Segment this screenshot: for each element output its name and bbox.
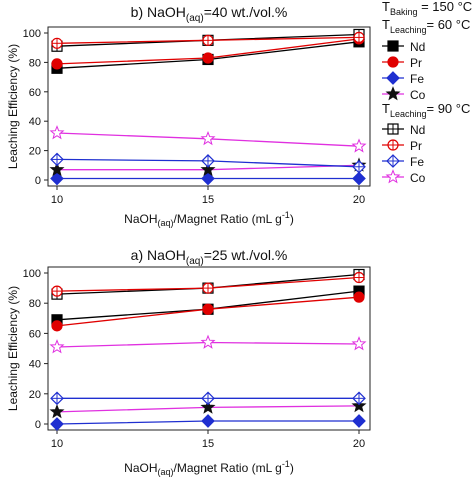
chart-title: a) NaOH(aq)=25 wt./vol.% <box>131 247 288 267</box>
data-point-fe-150 <box>352 171 366 186</box>
x-tick-label: 20 <box>353 438 365 450</box>
y-tick-label: 40 <box>29 116 41 128</box>
data-point-pr-90 <box>202 34 214 46</box>
data-point-co-150 <box>351 398 367 413</box>
data-point-co-90 <box>351 138 367 153</box>
legend-label-co: Co <box>410 171 426 185</box>
x-axis-label: NaOH(aq)/Magnet Ratio (mL g-1) <box>124 459 294 477</box>
data-point-fe-90 <box>50 391 64 406</box>
legend-marker-co <box>385 169 401 184</box>
y-axis-label: Leaching Efficiency (%) <box>6 44 20 169</box>
y-tick-label: 80 <box>29 298 41 310</box>
legend-label-pr: Pr <box>410 56 422 70</box>
data-point-fe-90 <box>201 154 215 168</box>
data-point-fe-150 <box>201 414 215 428</box>
data-point-fe-150 <box>352 414 366 428</box>
y-tick-label: 0 <box>35 419 41 431</box>
legend-label-pr: Pr <box>410 139 422 153</box>
legend-label-co: Co <box>410 88 426 102</box>
x-tick-label: 10 <box>51 438 63 450</box>
data-point-pr-150 <box>51 58 63 70</box>
data-point-pr-90 <box>353 271 365 284</box>
y-tick-label: 100 <box>23 268 41 280</box>
data-point-pr-150 <box>202 303 214 315</box>
data-point-fe-150 <box>201 171 215 186</box>
data-point-co-150 <box>49 404 65 419</box>
data-point-fe-90 <box>201 391 215 406</box>
x-tick-label: 15 <box>202 438 214 450</box>
legend-marker-nd <box>387 123 399 135</box>
data-point-pr-90 <box>353 31 365 44</box>
data-point-fe-150 <box>50 171 64 186</box>
data-point-pr-150 <box>51 320 63 332</box>
x-axis-label: NaOH(aq)/Magnet Ratio (mL g-1) <box>124 210 294 228</box>
y-tick-label: 20 <box>29 389 41 401</box>
data-point-co-90 <box>200 130 216 146</box>
data-point-co-90 <box>200 334 216 349</box>
plot-frame <box>47 26 371 187</box>
y-tick-label: 20 <box>29 146 41 158</box>
data-point-pr-90 <box>51 285 63 297</box>
data-point-co-150 <box>49 161 65 177</box>
data-point-co-90 <box>351 336 367 351</box>
legend-header-leaching-60: TLeaching= 60 °C <box>382 17 470 35</box>
y-tick-label: 0 <box>35 175 41 187</box>
data-point-co-90 <box>49 125 65 140</box>
legend-header-leaching-90: TLeaching= 90 °C <box>382 101 470 119</box>
legend-marker-pr <box>387 56 399 68</box>
legend-label-nd: Nd <box>410 40 425 54</box>
legend-header-baking: TBaking = 150 °C <box>382 0 472 17</box>
chart-panel-a: 0 20 40 60 80 100 10 15 20 Leaching Efficiency (%… <box>6 247 371 477</box>
x-tick-label: 15 <box>202 194 214 206</box>
data-point-fe-90 <box>352 159 366 174</box>
legend-label-fe: Fe <box>410 155 424 169</box>
chart-panel-b: 0 20 40 60 80 100 10 15 20 Leaching Efficiency (%… <box>6 4 371 228</box>
y-tick-label: 60 <box>29 87 41 99</box>
data-point-fe-150 <box>50 417 64 431</box>
y-tick-label: 60 <box>29 328 41 340</box>
y-axis-label: Leaching Efficiency (%) <box>6 286 20 411</box>
x-tick-label: 10 <box>51 194 63 206</box>
legend-marker-fe <box>386 154 400 168</box>
data-point-pr-90 <box>51 37 63 49</box>
data-point-fe-90 <box>352 391 366 406</box>
legend-label-fe: Fe <box>410 72 424 86</box>
data-point-co-150 <box>200 161 216 177</box>
legend-label-nd: Nd <box>410 123 425 137</box>
plot-frame <box>47 266 371 431</box>
data-point-co-90 <box>49 339 65 354</box>
y-tick-label: 80 <box>29 57 41 69</box>
legend-marker-nd <box>387 40 399 52</box>
data-point-pr-90 <box>202 282 214 294</box>
data-point-pr-150 <box>202 52 214 64</box>
data-point-pr-150 <box>353 291 365 303</box>
legend-marker-pr <box>387 139 399 151</box>
legend-marker-fe <box>386 71 400 85</box>
data-point-co-150 <box>200 399 216 414</box>
chart-title: b) NaOH(aq)=40 wt./vol.% <box>131 4 288 24</box>
data-point-fe-90 <box>50 152 64 167</box>
legend-marker-co <box>385 86 401 101</box>
x-tick-label: 20 <box>353 194 365 206</box>
y-tick-label: 40 <box>29 359 41 371</box>
y-tick-label: 100 <box>23 28 41 40</box>
